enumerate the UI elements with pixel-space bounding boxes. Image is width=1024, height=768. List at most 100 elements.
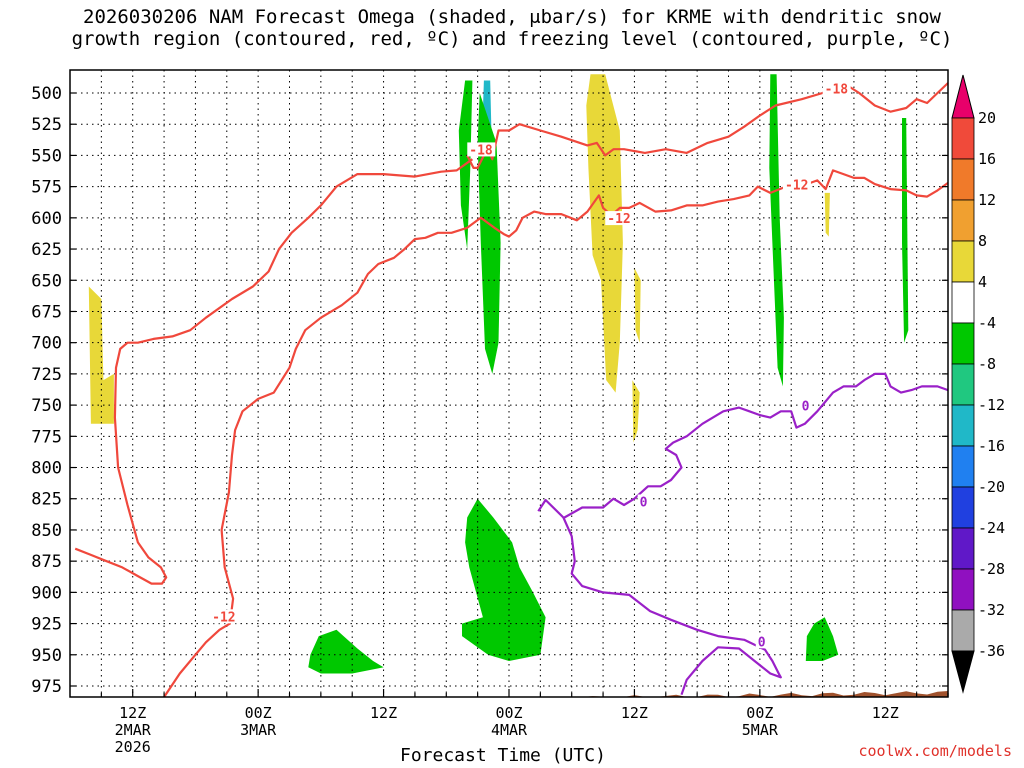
y-tick-label-825: 825 bbox=[31, 490, 62, 510]
dgz-label-b: -12 bbox=[785, 178, 808, 193]
grid-layer bbox=[70, 70, 949, 697]
dgz-label-mid-bg bbox=[467, 142, 496, 157]
omega-region-green-band-5mar-a bbox=[769, 74, 784, 387]
freezing-label-b-bg bbox=[637, 494, 650, 509]
colorbar-segment-6 bbox=[951, 322, 975, 365]
x-axis-label: Forecast Time (UTC) bbox=[400, 745, 606, 766]
colorbar: 20 16 12 8 4 -4 -8 -12 -16 -20 -24 -28 -32 -36 bbox=[951, 74, 1005, 694]
y-tick-label-875: 875 bbox=[31, 552, 62, 572]
dgz-label-upper: -18 bbox=[825, 82, 849, 97]
y-tick-label-600: 600 bbox=[31, 209, 62, 229]
dgz-contour-0 bbox=[466, 81, 949, 169]
colorbar-segment-9 bbox=[951, 445, 975, 488]
y-tick-label-625: 625 bbox=[31, 240, 62, 260]
colorbar-segment-4 bbox=[951, 240, 975, 283]
y-tick-label-550: 550 bbox=[31, 146, 62, 166]
dgz-label-c: -12 bbox=[212, 610, 235, 625]
y-tick-label-525: 525 bbox=[31, 115, 62, 135]
colorbar-segment-1 bbox=[951, 117, 975, 160]
x-tick-label-4-0: 12Z bbox=[621, 704, 648, 722]
y-tick-label-675: 675 bbox=[31, 302, 62, 322]
title-line-1: 2026030206 NAM Forecast Omega (shaded, μ… bbox=[83, 6, 941, 28]
y-tick-label-850: 850 bbox=[31, 521, 62, 541]
x-tick-label-0-1: 2MAR bbox=[115, 721, 152, 739]
credit-text[interactable]: coolwx.com/models bbox=[858, 742, 1012, 760]
y-tick-label-700: 700 bbox=[31, 334, 62, 354]
colorbar-segment-11 bbox=[951, 527, 975, 570]
freezing-label-c-bg bbox=[755, 634, 768, 649]
omega-region-yellow-small-5mar bbox=[824, 192, 830, 237]
freezing-label-a-bg bbox=[799, 398, 812, 413]
colorbar-segment-13 bbox=[951, 609, 975, 652]
y-tick-label-750: 750 bbox=[31, 396, 62, 416]
y-tick-label-575: 575 bbox=[31, 178, 62, 198]
x-tick-label-1-0: 00Z bbox=[245, 704, 272, 722]
x-tick-label-3-0: 00Z bbox=[495, 704, 522, 722]
contour-layer: -18 -18 -12 -12 -12 0 0 0 bbox=[74, 81, 949, 698]
colorbar-label-3: 8 bbox=[978, 232, 987, 250]
colorbar-label-4: 4 bbox=[978, 273, 987, 291]
omega-region-green-band-5mar-b bbox=[902, 118, 909, 343]
colorbar-segment-8 bbox=[951, 404, 975, 447]
colorbar-label-1: 16 bbox=[978, 150, 996, 168]
colorbar-segment-2 bbox=[951, 158, 975, 201]
x-tick-label-0-2: 2026 bbox=[115, 738, 151, 756]
y-tick-label-650: 650 bbox=[31, 271, 62, 291]
x-tick-label-2-0: 12Z bbox=[370, 704, 397, 722]
dgz-label-c-bg bbox=[210, 609, 239, 624]
colorbar-segment-3 bbox=[951, 199, 975, 242]
freezing-contour-1 bbox=[563, 372, 949, 519]
dgz-contour-1 bbox=[74, 158, 474, 585]
y-tick-label-500: 500 bbox=[31, 84, 62, 104]
colorbar-label-13: -36 bbox=[978, 642, 1005, 660]
colorbar-label-10: -24 bbox=[978, 519, 1005, 537]
freezing-contour-0 bbox=[537, 498, 782, 696]
omega-region-green-low-4mar bbox=[462, 498, 546, 661]
y-axis: 500 525 550 575 600 625 650 675 700 725 750 775 800 8… bbox=[31, 84, 948, 697]
x-tick-label-6-0: 12Z bbox=[872, 704, 899, 722]
dgz-label-a: -12 bbox=[607, 212, 630, 227]
colorbar-label-0: 20 bbox=[978, 109, 996, 127]
y-tick-label-900: 900 bbox=[31, 583, 62, 603]
colorbar-label-8: -16 bbox=[978, 437, 1005, 455]
dgz-label-upper-bg bbox=[822, 81, 851, 96]
y-tick-label-725: 725 bbox=[31, 365, 62, 385]
freezing-label-a: 0 bbox=[802, 399, 810, 414]
omega-region-yellow-plume-4mar bbox=[586, 74, 623, 393]
dgz-label-b-bg bbox=[782, 177, 811, 192]
x-tick-label-5-0: 00Z bbox=[746, 704, 773, 722]
colorbar-label-2: 12 bbox=[978, 191, 996, 209]
y-tick-label-950: 950 bbox=[31, 646, 62, 666]
colorbar-segment-5 bbox=[951, 281, 975, 324]
dgz-label-a-bg bbox=[605, 211, 634, 226]
y-tick-label-925: 925 bbox=[31, 615, 62, 635]
y-tick-label-775: 775 bbox=[31, 427, 62, 447]
colorbar-label-5: -4 bbox=[978, 314, 996, 332]
freezing-label-b: 0 bbox=[640, 495, 648, 510]
colorbar-label-12: -32 bbox=[978, 601, 1005, 619]
x-tick-label-3-1: 4MAR bbox=[491, 721, 528, 739]
omega-region-yellow-small-b bbox=[632, 380, 640, 443]
chart-title: 2026030206 NAM Forecast Omega (shaded, μ… bbox=[0, 6, 1024, 50]
omega-region-green-low-3mar bbox=[308, 629, 384, 674]
omega-region-yellow-small-a bbox=[634, 267, 641, 343]
colorbar-label-9: -20 bbox=[978, 478, 1005, 496]
x-tick-label-5-1: 5MAR bbox=[742, 721, 779, 739]
colorbar-segment-12 bbox=[951, 568, 975, 611]
colorbar-top-arrow bbox=[951, 74, 975, 119]
y-tick-label-800: 800 bbox=[31, 459, 62, 479]
colorbar-label-11: -28 bbox=[978, 560, 1005, 578]
colorbar-bottom-arrow bbox=[951, 650, 975, 694]
omega-region-green-band-main-4mar bbox=[477, 93, 501, 374]
dgz-label-mid: -18 bbox=[469, 143, 493, 158]
x-tick-label-0-0: 12Z bbox=[119, 704, 146, 722]
y-tick-label-975: 975 bbox=[31, 677, 62, 697]
title-line-2: growth region (contoured, red, ºC) and f… bbox=[71, 28, 953, 50]
dgz-contour-2 bbox=[163, 169, 949, 698]
colorbar-label-7: -12 bbox=[978, 396, 1005, 414]
colorbar-segment-10 bbox=[951, 486, 975, 529]
omega-region-yellow-early-2mar bbox=[88, 286, 114, 424]
freezing-label-c: 0 bbox=[758, 635, 766, 650]
